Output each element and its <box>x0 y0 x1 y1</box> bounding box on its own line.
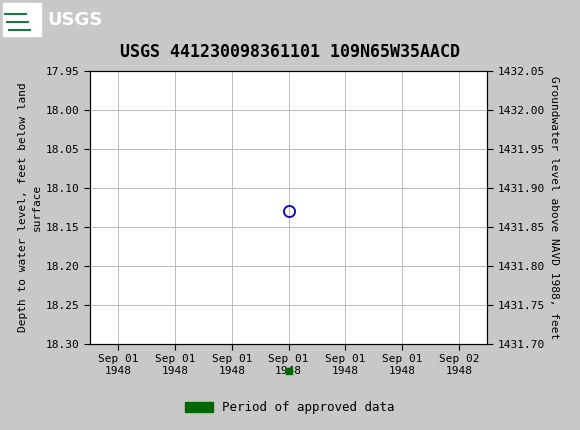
Bar <box>3 3 41 37</box>
Text: USGS: USGS <box>48 11 103 29</box>
Y-axis label: Depth to water level, feet below land
surface: Depth to water level, feet below land su… <box>17 83 42 332</box>
Legend: Period of approved data: Period of approved data <box>180 396 400 419</box>
Text: USGS 441230098361101 109N65W35AACD: USGS 441230098361101 109N65W35AACD <box>120 43 460 61</box>
Y-axis label: Groundwater level above NAVD 1988, feet: Groundwater level above NAVD 1988, feet <box>549 76 559 339</box>
